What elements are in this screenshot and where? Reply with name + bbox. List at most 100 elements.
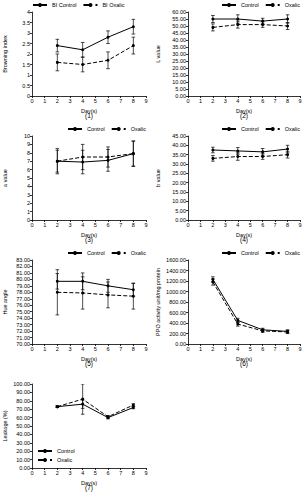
svg-text:1600.00: 1600.00 [166, 257, 186, 263]
svg-text:35.00: 35.00 [172, 44, 186, 50]
svg-text:1: 1 [27, 209, 30, 215]
svg-text:6: 6 [106, 346, 109, 352]
svg-text:Oxalic: Oxalic [285, 126, 301, 132]
svg-text:8: 8 [286, 222, 289, 228]
svg-text:Control: Control [241, 250, 259, 256]
svg-text:1: 1 [43, 346, 46, 352]
svg-text:10: 10 [24, 133, 30, 139]
svg-text:1200.00: 1200.00 [166, 278, 186, 284]
svg-text:3: 3 [68, 346, 71, 352]
svg-text:3: 3 [27, 30, 30, 36]
svg-text:81.00: 81.00 [16, 270, 30, 276]
svg-text:(6): (6) [240, 360, 248, 368]
svg-text:70.00: 70.00 [16, 406, 30, 412]
svg-text:4: 4 [27, 9, 30, 15]
svg-text:PPO activity unit/mg protein: PPO activity unit/mg protein [155, 268, 161, 336]
svg-text:30.00: 30.00 [172, 161, 186, 167]
svg-text:6: 6 [106, 222, 109, 228]
svg-text:30.00: 30.00 [16, 440, 30, 446]
svg-text:2: 2 [56, 470, 59, 476]
svg-text:15.00: 15.00 [172, 72, 186, 78]
svg-text:50.00: 50.00 [16, 423, 30, 429]
svg-text:3: 3 [224, 346, 227, 352]
svg-text:8: 8 [27, 150, 30, 156]
svg-text:3: 3 [68, 98, 71, 104]
svg-text:(7): (7) [85, 484, 93, 492]
svg-text:0: 0 [30, 470, 33, 476]
svg-text:5: 5 [94, 470, 97, 476]
svg-text:8: 8 [132, 222, 135, 228]
svg-text:3: 3 [68, 470, 71, 476]
svg-text:(1): (1) [85, 112, 93, 120]
svg-text:(5): (5) [85, 360, 93, 368]
svg-text:55.00: 55.00 [172, 16, 186, 22]
svg-text:45.00: 45.00 [172, 133, 186, 139]
svg-text:Oxalic: Oxalic [285, 2, 301, 8]
svg-text:0: 0 [30, 222, 33, 228]
svg-text:4: 4 [27, 183, 30, 189]
svg-text:35.00: 35.00 [172, 152, 186, 158]
svg-text:1.5: 1.5 [22, 62, 30, 68]
svg-text:1: 1 [43, 470, 46, 476]
svg-text:80.00: 80.00 [16, 398, 30, 404]
svg-text:Control: Control [57, 448, 75, 454]
svg-text:4: 4 [81, 470, 84, 476]
svg-text:b value: b value [155, 169, 161, 187]
svg-text:9: 9 [298, 98, 301, 104]
svg-text:50.00: 50.00 [172, 23, 186, 29]
svg-text:2: 2 [56, 98, 59, 104]
svg-text:BI Control: BI Control [52, 2, 76, 8]
svg-text:3: 3 [224, 222, 227, 228]
svg-text:25.00: 25.00 [172, 170, 186, 176]
svg-text:1400.00: 1400.00 [166, 268, 186, 274]
svg-text:20.00: 20.00 [172, 65, 186, 71]
svg-text:7: 7 [119, 98, 122, 104]
svg-text:72.00: 72.00 [16, 328, 30, 334]
svg-text:7: 7 [274, 222, 277, 228]
svg-text:2: 2 [27, 200, 30, 206]
svg-text:0: 0 [186, 98, 189, 104]
svg-text:4: 4 [81, 222, 84, 228]
svg-text:8: 8 [132, 470, 135, 476]
svg-text:4: 4 [81, 98, 84, 104]
svg-text:800.00: 800.00 [169, 299, 186, 305]
svg-text:L value: L value [155, 45, 161, 63]
svg-text:1: 1 [43, 222, 46, 228]
svg-text:20.00: 20.00 [16, 448, 30, 454]
svg-text:0.00: 0.00 [19, 465, 30, 471]
svg-text:7: 7 [27, 158, 30, 164]
svg-text:10.00: 10.00 [172, 198, 186, 204]
svg-text:6: 6 [106, 470, 109, 476]
svg-text:9: 9 [144, 470, 147, 476]
svg-text:90.00: 90.00 [16, 389, 30, 395]
svg-text:100.00: 100.00 [13, 381, 30, 387]
svg-text:Oxalic: Oxalic [57, 457, 73, 463]
svg-text:0.5: 0.5 [22, 83, 30, 89]
svg-text:(2): (2) [240, 112, 248, 120]
svg-text:200.00: 200.00 [169, 331, 186, 337]
svg-text:3.5: 3.5 [22, 20, 30, 26]
svg-text:1: 1 [43, 98, 46, 104]
svg-text:6: 6 [27, 167, 30, 173]
svg-text:1: 1 [199, 346, 202, 352]
svg-text:3: 3 [68, 222, 71, 228]
svg-text:3: 3 [27, 192, 30, 198]
svg-text:78.00: 78.00 [16, 289, 30, 295]
svg-text:(3): (3) [85, 236, 93, 244]
svg-text:9: 9 [298, 346, 301, 352]
svg-text:7: 7 [119, 346, 122, 352]
svg-text:4: 4 [236, 222, 239, 228]
svg-text:80.00: 80.00 [16, 276, 30, 282]
svg-text:1: 1 [199, 98, 202, 104]
svg-text:10.00: 10.00 [172, 79, 186, 85]
svg-text:Control: Control [87, 126, 105, 132]
svg-text:40.00: 40.00 [172, 142, 186, 148]
svg-text:25.00: 25.00 [172, 58, 186, 64]
svg-text:20.00: 20.00 [172, 180, 186, 186]
svg-text:8: 8 [132, 346, 135, 352]
svg-text:79.00: 79.00 [16, 283, 30, 289]
svg-text:1: 1 [27, 72, 30, 78]
svg-text:0: 0 [186, 222, 189, 228]
svg-text:2: 2 [56, 346, 59, 352]
svg-text:8: 8 [286, 98, 289, 104]
